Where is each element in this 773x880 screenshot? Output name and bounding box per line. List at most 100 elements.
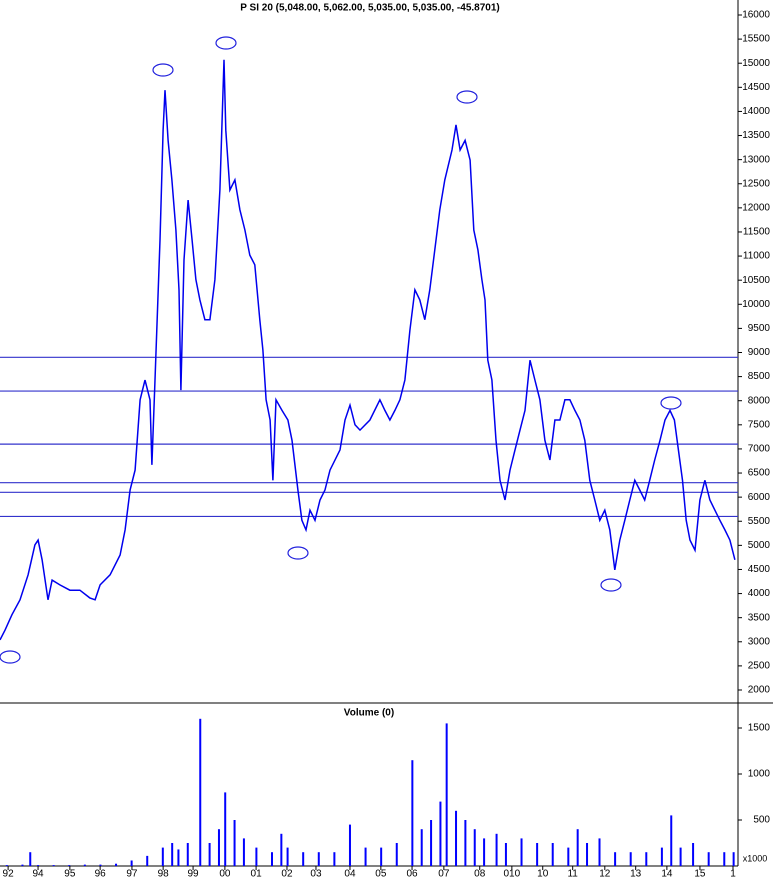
volume-bar xyxy=(68,865,71,866)
unit-label: x1000 xyxy=(743,853,768,863)
bear-icon xyxy=(660,396,682,410)
volume-bar xyxy=(21,864,24,866)
y-tick-label: 16000 xyxy=(742,10,770,21)
volume-bar xyxy=(445,723,448,866)
volume-bar xyxy=(364,847,367,866)
x-tick-label: 15 xyxy=(694,869,706,880)
volume-bar xyxy=(430,820,433,866)
volume-bar xyxy=(130,860,133,866)
volume-bar xyxy=(242,838,245,866)
volume-bar xyxy=(520,838,523,866)
volume-bar xyxy=(411,760,414,866)
x-tick-label: 96 xyxy=(95,869,107,880)
volume-bar xyxy=(177,849,180,866)
volume-bar xyxy=(37,865,40,866)
y-tick-label: 15500 xyxy=(742,34,770,45)
volume-bar xyxy=(586,843,589,866)
y-tick-label: 4000 xyxy=(748,588,771,599)
volume-bar xyxy=(645,852,648,866)
volume-bar xyxy=(217,829,220,866)
x-tick-label: 94 xyxy=(32,869,44,880)
y-tick-label: 11500 xyxy=(743,227,771,238)
y-tick-label: 8000 xyxy=(748,395,771,406)
y-tick-label: 1000 xyxy=(748,769,771,780)
y-tick-label: 12500 xyxy=(742,178,770,189)
y-tick-label: 13000 xyxy=(742,154,770,165)
volume-bar xyxy=(707,852,710,866)
x-tick-label: 1 xyxy=(730,869,736,880)
volume-bar xyxy=(380,847,383,866)
volume-bar xyxy=(723,852,726,866)
x-tick-label: 04 xyxy=(344,869,356,880)
y-tick-label: 11000 xyxy=(743,251,771,262)
y-tick-label: 7500 xyxy=(748,419,771,430)
y-tick-label: 15000 xyxy=(742,58,770,69)
volume-bar xyxy=(614,852,617,866)
y-tick-label: 13500 xyxy=(742,130,770,141)
volume-bar xyxy=(679,847,682,866)
volume-bar xyxy=(692,843,695,866)
x-tick-label: 01 xyxy=(251,869,263,880)
volume-bar xyxy=(567,847,570,866)
volume-bar xyxy=(473,829,476,866)
volume-bar xyxy=(464,820,467,866)
x-tick-label: 92 xyxy=(3,869,15,880)
y-tick-label: 1500 xyxy=(748,723,771,734)
x-tick-label: 14 xyxy=(661,869,673,880)
volume-bar xyxy=(29,852,32,866)
y-tick-label: 14000 xyxy=(742,106,770,117)
volume-bar xyxy=(660,847,663,866)
bull-icon xyxy=(600,578,622,592)
volume-bar xyxy=(420,829,423,866)
volume-bar xyxy=(255,847,258,866)
volume-bar xyxy=(52,865,55,866)
y-tick-label: 5500 xyxy=(748,516,771,527)
volume-bar xyxy=(629,852,632,866)
volume-bar xyxy=(171,843,174,866)
volume-bar xyxy=(302,852,305,866)
x-tick-label: 99 xyxy=(188,869,200,880)
y-tick-label: 2000 xyxy=(748,685,771,696)
x-tick-label: 08 xyxy=(474,869,486,880)
volume-bar xyxy=(732,852,735,866)
y-tick-label: 8500 xyxy=(748,371,771,382)
y-tick-label: 6500 xyxy=(748,468,771,479)
bull-icon xyxy=(287,546,309,560)
volume-bar xyxy=(83,864,86,866)
x-tick-label: 02 xyxy=(281,869,293,880)
volume-bar xyxy=(208,843,211,866)
x-tick-label: 05 xyxy=(375,869,387,880)
bear-icon xyxy=(456,90,478,104)
x-tick-label: 97 xyxy=(126,869,138,880)
volume-bar xyxy=(317,852,320,866)
volume-bar xyxy=(395,843,398,866)
volume-bar xyxy=(199,718,202,866)
volume-bar xyxy=(161,847,164,866)
y-tick-label: 6000 xyxy=(748,492,771,503)
price-line xyxy=(0,59,736,641)
y-tick-label: 500 xyxy=(753,815,770,826)
x-tick-label: 06 xyxy=(406,869,418,880)
y-tick-label: 12000 xyxy=(742,202,770,213)
y-tick-label: 9000 xyxy=(748,347,771,358)
volume-title: Volume (0) xyxy=(344,708,394,719)
y-tick-label: 5000 xyxy=(748,540,771,551)
volume-bar xyxy=(224,792,227,866)
volume-bar xyxy=(333,852,336,866)
volume-bar xyxy=(576,829,579,866)
bull-icon xyxy=(0,650,21,664)
x-tick-label: 10 xyxy=(537,869,549,880)
volume-bar xyxy=(233,820,236,866)
x-tick-label: 010 xyxy=(504,869,521,880)
volume-bar xyxy=(186,843,189,866)
y-tick-label: 7000 xyxy=(748,444,771,455)
x-tick-label: 03 xyxy=(310,869,322,880)
volume-bar xyxy=(536,843,539,866)
y-tick-label: 9500 xyxy=(748,323,771,334)
volume-bar xyxy=(439,801,442,866)
volume-bar xyxy=(598,838,601,866)
y-tick-label: 14500 xyxy=(742,82,770,93)
volume-bar xyxy=(483,838,486,866)
